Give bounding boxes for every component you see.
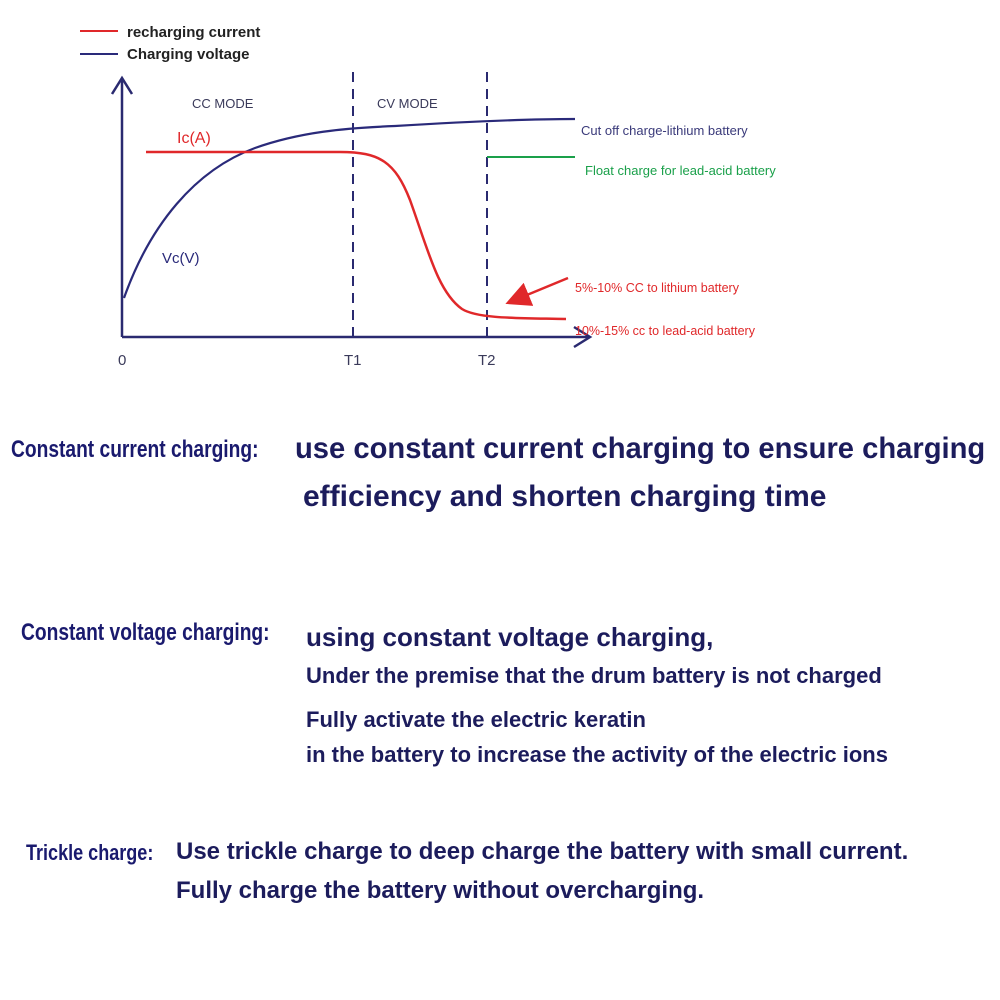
constant-voltage-heading: Constant voltage charging: [21, 619, 270, 646]
legend: recharging current Charging voltage [80, 24, 260, 63]
description-line: using constant voltage charging, [306, 622, 714, 652]
description-line: Use trickle charge to deep charge the ba… [176, 838, 909, 865]
charging-curve-diagram: recharging current Charging voltage CC M… [80, 24, 776, 369]
t2-label: T2 [478, 352, 496, 369]
description-line: Fully activate the electric keratin [306, 707, 646, 732]
t1-label: T1 [344, 352, 362, 369]
lithium-cc-label: 5%-10% CC to lithium battery [575, 281, 740, 295]
float-charge-label: Float charge for lead-acid battery [585, 163, 776, 178]
current-curve [146, 150, 567, 321]
cv-mode-label: CV MODE [377, 96, 438, 111]
cc-mode-label: CC MODE [192, 96, 254, 111]
voltage-curve [122, 117, 576, 299]
description-line: Under the premise that the drum battery … [306, 663, 882, 688]
description-line: efficiency and shorten charging time [303, 480, 827, 513]
y-axis-arrow-icon [110, 75, 134, 95]
current-label: Ic(A) [177, 130, 211, 147]
legend-voltage-label: Charging voltage [127, 46, 250, 63]
pointer-arrow-icon [505, 276, 569, 306]
description-line: use constant current charging to ensure … [295, 432, 986, 465]
origin-label: 0 [118, 352, 126, 369]
cutoff-label: Cut off charge-lithium battery [581, 123, 748, 138]
axes [110, 75, 593, 349]
voltage-label: Vc(V) [162, 250, 200, 267]
legend-current-label: recharging current [127, 24, 260, 41]
x-axis-arrow-icon [573, 325, 593, 349]
constant-current-heading: Constant current charging: [11, 436, 259, 463]
trickle-charge-heading: Trickle charge: [26, 840, 154, 865]
lead-acid-cc-label: 10%-15% cc to lead-acid battery [575, 324, 756, 338]
description-line: Fully charge the battery without overcha… [176, 877, 705, 904]
description-line: in the battery to increase the activity … [306, 742, 888, 767]
